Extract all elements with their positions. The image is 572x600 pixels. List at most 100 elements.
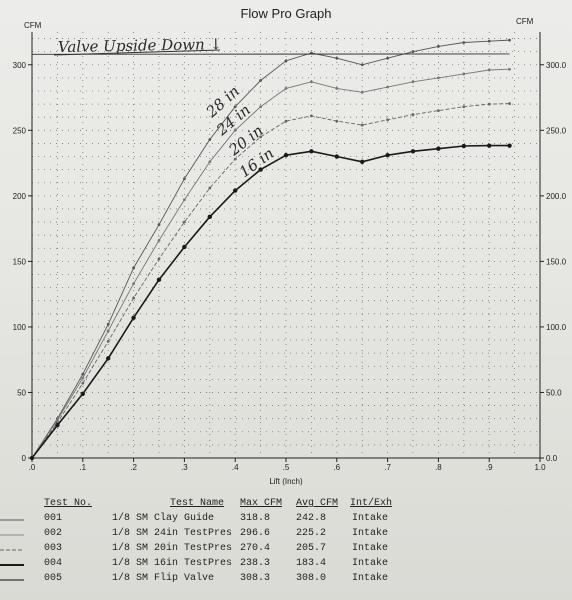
axes	[28, 32, 544, 462]
data-point	[487, 102, 491, 106]
legend-test-no: 002	[44, 528, 63, 539]
x-tick-label: .0	[29, 463, 36, 472]
legend-avg-cfm: 242.8	[296, 513, 327, 524]
data-point	[56, 418, 59, 422]
header-int-exh: Int/Exh	[350, 498, 393, 509]
data-point	[335, 86, 339, 90]
data-point	[335, 119, 339, 123]
x-tick-label: .3	[181, 463, 188, 472]
data-point	[132, 266, 136, 270]
data-point	[386, 56, 389, 60]
data-point	[259, 135, 262, 139]
data-point	[508, 38, 511, 42]
data-point	[157, 239, 161, 242]
chart-title: Flow Pro Graph	[240, 6, 331, 21]
data-point	[156, 277, 162, 282]
data-point	[310, 80, 313, 84]
legend-max-cfm: 296.6	[240, 528, 271, 539]
data-point	[81, 376, 85, 380]
y-tick-label-right: 50.0	[546, 388, 562, 397]
legend-swatch-light	[0, 534, 24, 536]
x-tick-label: .5	[283, 463, 290, 472]
legend-avg-cfm: 225.2	[296, 528, 327, 539]
data-point	[487, 39, 491, 43]
y-tick-label-left: 150	[13, 257, 27, 266]
legend-swatch-flat	[0, 579, 24, 581]
y-tick-label-left: 200	[13, 192, 27, 201]
x-axis-label: Lift (Inch)	[269, 477, 303, 486]
data-point	[508, 102, 511, 105]
header-test-name: Test Name	[170, 498, 225, 509]
x-tick-label: .8	[435, 463, 442, 472]
header-avg-cfm: Avg CFM	[296, 498, 339, 509]
y-tick-label-right: 150.0	[546, 257, 567, 266]
series-line-4	[31, 144, 510, 459]
data-point	[310, 114, 313, 118]
legend-header-row: Test No. Test Name Max CFM Avg CFM Int/E…	[0, 496, 572, 511]
data-point	[410, 149, 416, 154]
y-tick-label-right: 250.0	[546, 126, 567, 135]
data-point	[233, 188, 238, 193]
legend-swatch-solid	[0, 519, 24, 521]
flow-chart: Flow Pro Graph CFM CFM Lift (Inch) .0 .1.…	[13, 6, 567, 486]
data-point	[283, 153, 289, 158]
x-tick-label: 1.0	[534, 463, 546, 472]
legend-test-no: 003	[44, 543, 63, 554]
legend-swatch-dashed	[0, 549, 24, 551]
legend-row: 002 1/8 SM 24in TestPres 296.6 225.2 Int…	[0, 526, 572, 541]
data-point	[334, 154, 339, 159]
x-tick-label: .9	[486, 463, 493, 472]
data-point	[284, 59, 288, 63]
data-point	[437, 45, 440, 48]
data-point	[508, 67, 511, 71]
legend-max-cfm: 270.4	[240, 543, 271, 554]
legend-avg-cfm: 308.0	[296, 573, 327, 584]
legend-row: 001 1/8 SM Clay Guide 318.8 242.8 Intake	[0, 511, 572, 526]
data-point	[462, 105, 466, 109]
data-point	[386, 85, 389, 89]
annotation-underline	[53, 49, 221, 56]
data-point	[436, 146, 441, 151]
data-point	[437, 76, 440, 80]
data-point	[258, 167, 263, 172]
y-tick-label-left: 0	[22, 454, 27, 463]
y-tick-label-right: 0.0	[546, 454, 558, 463]
legend-test-name: 1/8 SM 16in TestPres	[112, 558, 233, 569]
data-point	[284, 119, 288, 123]
x-tick-label: .1	[79, 463, 86, 472]
data-point	[411, 50, 415, 54]
data-point	[411, 80, 415, 84]
data-point	[55, 423, 60, 428]
legend-table: Test No. Test Name Max CFM Avg CFM Int/E…	[0, 496, 572, 586]
data-point	[80, 391, 86, 396]
data-point	[411, 113, 415, 116]
data-point	[208, 160, 212, 164]
legend-test-no: 001	[44, 513, 63, 524]
legend-row: 003 1/8 SM 20in TestPres 270.4 205.7 Int…	[0, 541, 572, 556]
x-tick-label: .2	[130, 463, 137, 472]
y-axis-label-left: CFM	[24, 21, 42, 30]
data-point	[132, 282, 136, 286]
y-tick-label-left: 100	[13, 323, 27, 332]
legend-test-name: 1/8 SM 24in TestPres	[112, 528, 233, 539]
data-point	[360, 90, 364, 94]
legend-swatch-bold	[0, 564, 24, 566]
data-point	[233, 128, 237, 132]
data-point	[183, 198, 186, 202]
data-point	[183, 177, 186, 181]
x-tick-label: .7	[384, 463, 391, 472]
data-point	[81, 372, 85, 376]
series-line-1	[31, 39, 510, 459]
data-point	[182, 244, 187, 250]
x-tick-label: .6	[333, 463, 340, 472]
header-test-no: Test No.	[44, 498, 93, 509]
data-point	[81, 381, 85, 385]
data-point	[183, 220, 186, 224]
data-point	[157, 223, 161, 227]
data-point	[462, 41, 466, 44]
x-tick-label: .4	[232, 463, 239, 472]
data-point	[157, 257, 161, 261]
legend-max-cfm: 308.3	[240, 573, 271, 584]
data-point	[233, 157, 237, 161]
